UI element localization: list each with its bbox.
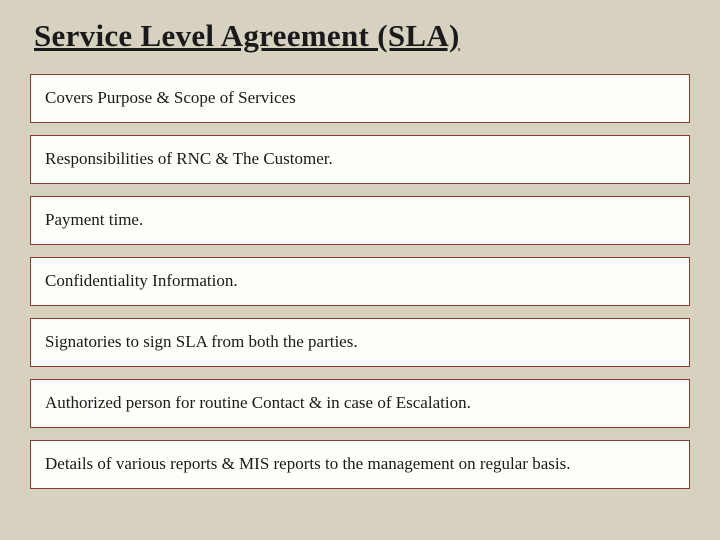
list-item-text: Details of various reports & MIS reports… — [45, 454, 570, 473]
slide: Service Level Agreement (SLA) Covers Pur… — [0, 0, 720, 540]
list-item: Responsibilities of RNC & The Customer. — [30, 135, 690, 184]
slide-title: Service Level Agreement (SLA) — [34, 18, 690, 54]
list-item-text: Authorized person for routine Contact & … — [45, 393, 471, 412]
list-item: Payment time. — [30, 196, 690, 245]
list-item-text: Payment time. — [45, 210, 143, 229]
list-item-text: Signatories to sign SLA from both the pa… — [45, 332, 358, 351]
list-item-text: Confidentiality Information. — [45, 271, 238, 290]
list-item-text: Covers Purpose & Scope of Services — [45, 88, 296, 107]
list-item: Authorized person for routine Contact & … — [30, 379, 690, 428]
list-item: Signatories to sign SLA from both the pa… — [30, 318, 690, 367]
list-item: Details of various reports & MIS reports… — [30, 440, 690, 489]
list-item-text: Responsibilities of RNC & The Customer. — [45, 149, 333, 168]
item-list: Covers Purpose & Scope of Services Respo… — [30, 74, 690, 489]
list-item: Confidentiality Information. — [30, 257, 690, 306]
list-item: Covers Purpose & Scope of Services — [30, 74, 690, 123]
